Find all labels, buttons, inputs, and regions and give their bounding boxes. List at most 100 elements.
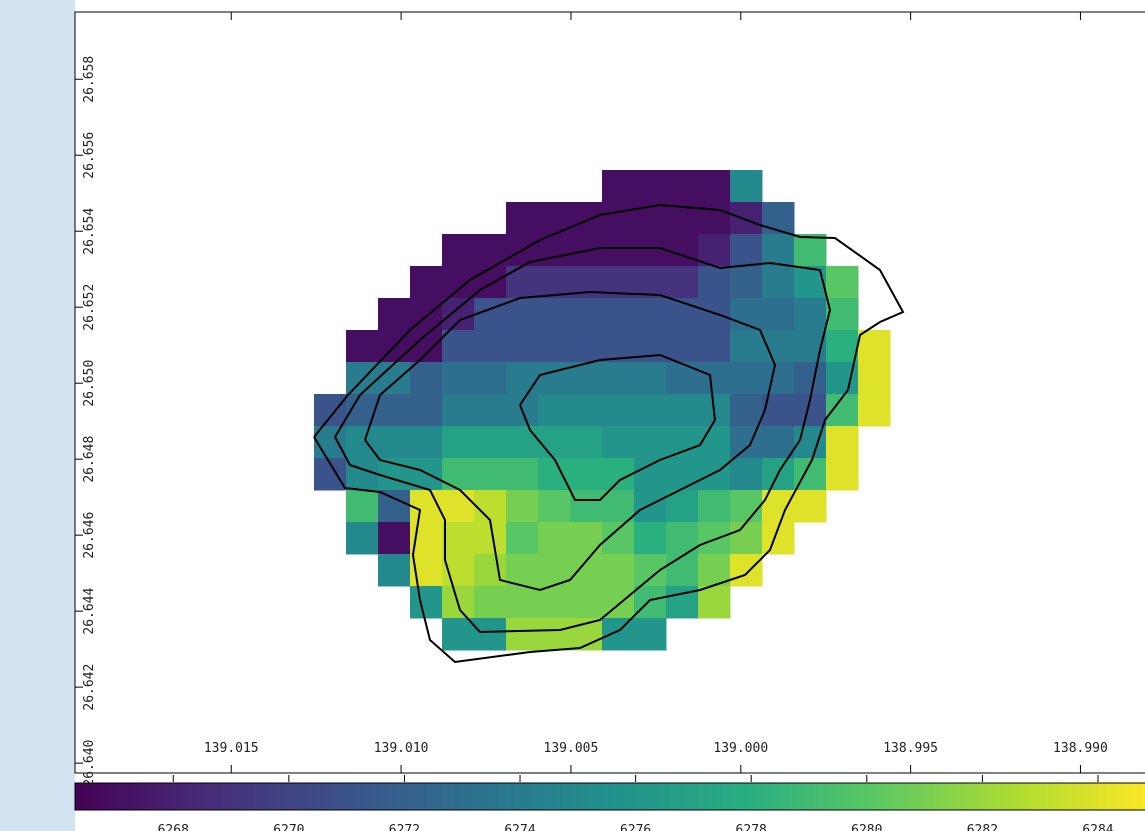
pixel (826, 298, 859, 331)
pixel (506, 266, 539, 299)
pixel (538, 490, 571, 523)
x-tick-label: 139.000 (713, 741, 768, 756)
pixel (346, 330, 379, 363)
pixel (570, 586, 603, 619)
pixel (730, 394, 763, 427)
y-tick-label: 26.646 (82, 512, 97, 559)
colorbar-tick-label: 6278 (736, 823, 767, 831)
pixel (442, 362, 475, 395)
pixel (442, 394, 475, 427)
pixel (666, 458, 699, 491)
x-tick-label: 139.005 (544, 741, 599, 756)
pixel (826, 426, 859, 459)
colorbar-tick-label: 6272 (389, 823, 420, 831)
pixel (666, 490, 699, 523)
pixel (538, 426, 571, 459)
pixel (634, 362, 667, 395)
y-tick-label: 26.644 (82, 588, 97, 635)
pixel (730, 426, 763, 459)
pixel (474, 618, 507, 651)
pixel (538, 618, 571, 651)
pixel (730, 330, 763, 363)
pixel (378, 426, 411, 459)
pixel (538, 298, 571, 331)
contour (334, 247, 832, 634)
pixel (474, 234, 507, 267)
pixel (378, 394, 411, 427)
pixel (410, 394, 443, 427)
pixel (698, 522, 731, 555)
pixel (442, 330, 475, 363)
pixel (634, 618, 667, 651)
pixel (538, 522, 571, 555)
pixel (634, 426, 667, 459)
pixel (794, 298, 827, 331)
heatmap (314, 170, 891, 651)
pixel (698, 202, 731, 235)
pixel (570, 202, 603, 235)
pixel (474, 266, 507, 299)
pixel (442, 266, 475, 299)
pixel (762, 362, 795, 395)
pixel (762, 426, 795, 459)
x-tick-label: 138.995 (883, 741, 938, 756)
pixel (762, 266, 795, 299)
pixel (570, 394, 603, 427)
pixel (730, 362, 763, 395)
pixel (602, 362, 635, 395)
pixel (442, 490, 475, 523)
pixel (346, 426, 379, 459)
pixel (602, 426, 635, 459)
pixel (730, 554, 763, 587)
pixel (762, 234, 795, 267)
pixel (442, 426, 475, 459)
pixel (698, 362, 731, 395)
pixel (538, 458, 571, 491)
pixel (794, 266, 827, 299)
pixel (730, 522, 763, 555)
pixel (666, 394, 699, 427)
pixel (698, 266, 731, 299)
pixel (826, 458, 859, 491)
pixel (442, 522, 475, 555)
pixel (474, 330, 507, 363)
pixel (698, 426, 731, 459)
pixel (346, 458, 379, 491)
pixel (698, 458, 731, 491)
x-tick-label: 139.015 (204, 741, 259, 756)
pixel (570, 554, 603, 587)
pixel (698, 490, 731, 523)
pixel (538, 266, 571, 299)
pixel (570, 522, 603, 555)
pixel (634, 458, 667, 491)
pixel (378, 490, 411, 523)
pixel (442, 298, 475, 331)
pixel (602, 170, 635, 203)
pixel (698, 170, 731, 203)
pixel (858, 362, 891, 395)
pixel (410, 266, 443, 299)
pixel (602, 298, 635, 331)
pixel (666, 170, 699, 203)
x-tick-label: 138.990 (1053, 741, 1108, 756)
pixel (762, 298, 795, 331)
pixel (666, 266, 699, 299)
y-tick-label: 26.656 (82, 132, 97, 179)
pixel (378, 554, 411, 587)
pixel (602, 234, 635, 267)
pixel (666, 426, 699, 459)
pixel (570, 426, 603, 459)
pixel (666, 362, 699, 395)
side-panel (0, 0, 75, 831)
pixel (634, 490, 667, 523)
y-tick-label: 26.650 (82, 360, 97, 407)
pixel (506, 330, 539, 363)
pixel (634, 234, 667, 267)
pixel (410, 426, 443, 459)
pixel (570, 330, 603, 363)
pixel (474, 554, 507, 587)
colorbar-tick-label: 6274 (504, 823, 535, 831)
x-tick-label: 139.010 (374, 741, 429, 756)
pixel (634, 170, 667, 203)
